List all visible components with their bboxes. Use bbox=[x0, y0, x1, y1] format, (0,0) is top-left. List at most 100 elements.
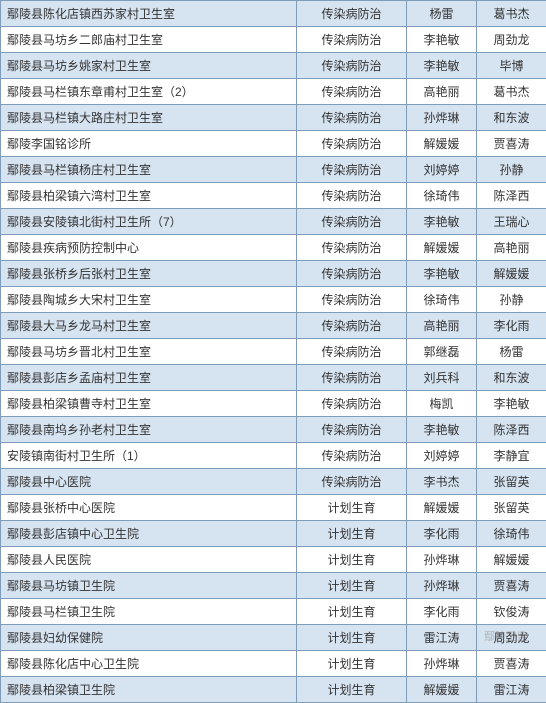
cell-facility-name: 鄢陵县柏梁镇曹寺村卫生室 bbox=[1, 391, 297, 417]
cell-person1: 李书杰 bbox=[407, 469, 477, 495]
cell-category: 传染病防治 bbox=[297, 105, 407, 131]
cell-person2: 周劲龙 bbox=[477, 625, 546, 651]
table-row: 鄢陵县南坞乡孙老村卫生室传染病防治李艳敏陈泽西 bbox=[1, 417, 546, 443]
cell-person1: 高艳丽 bbox=[407, 79, 477, 105]
cell-person2: 陈泽西 bbox=[477, 183, 546, 209]
cell-person1: 梅凯 bbox=[407, 391, 477, 417]
cell-facility-name: 鄢陵县马栏镇东章甫村卫生室（2） bbox=[1, 79, 297, 105]
cell-person2: 张留英 bbox=[477, 469, 546, 495]
cell-facility-name: 鄢陵县中心医院 bbox=[1, 469, 297, 495]
cell-person2: 李化雨 bbox=[477, 313, 546, 339]
cell-facility-name: 鄢陵县陈化店镇西苏家村卫生室 bbox=[1, 1, 297, 27]
cell-facility-name: 鄢陵县疾病预防控制中心 bbox=[1, 235, 297, 261]
cell-person1: 解媛媛 bbox=[407, 235, 477, 261]
cell-facility-name: 鄢陵县马栏镇大路庄村卫生室 bbox=[1, 105, 297, 131]
table-row: 鄢陵县陶城乡大宋村卫生室传染病防治徐琦伟孙静 bbox=[1, 287, 546, 313]
cell-person2: 李艳敏 bbox=[477, 391, 546, 417]
cell-person1: 刘婷婷 bbox=[407, 443, 477, 469]
cell-person2: 葛书杰 bbox=[477, 79, 546, 105]
cell-person2: 王瑞心 bbox=[477, 209, 546, 235]
cell-person2: 葛书杰 bbox=[477, 1, 546, 27]
cell-person1: 高艳丽 bbox=[407, 313, 477, 339]
cell-category: 传染病防治 bbox=[297, 313, 407, 339]
cell-person1: 孙烨琳 bbox=[407, 573, 477, 599]
table-row: 鄢陵县柏梁镇卫生院计划生育解媛媛雷江涛 bbox=[1, 677, 546, 703]
cell-person2: 毕博 bbox=[477, 53, 546, 79]
table-row: 鄢陵县马栏镇东章甫村卫生室（2）传染病防治高艳丽葛书杰 bbox=[1, 79, 546, 105]
cell-person2: 和东波 bbox=[477, 365, 546, 391]
cell-facility-name: 鄢陵县马栏镇卫生院 bbox=[1, 599, 297, 625]
cell-facility-name: 鄢陵县陶城乡大宋村卫生室 bbox=[1, 287, 297, 313]
cell-facility-name: 鄢陵县马坊乡姚家村卫生室 bbox=[1, 53, 297, 79]
cell-category: 传染病防治 bbox=[297, 157, 407, 183]
table-row: 鄢陵县彭店镇中心卫生院计划生育李化雨徐琦伟 bbox=[1, 521, 546, 547]
cell-facility-name: 鄢陵县妇幼保健院 bbox=[1, 625, 297, 651]
cell-person1: 李艳敏 bbox=[407, 53, 477, 79]
cell-facility-name: 鄢陵县南坞乡孙老村卫生室 bbox=[1, 417, 297, 443]
cell-person1: 李化雨 bbox=[407, 599, 477, 625]
cell-facility-name: 鄢陵县彭店乡孟庙村卫生室 bbox=[1, 365, 297, 391]
cell-person1: 李艳敏 bbox=[407, 209, 477, 235]
cell-person1: 李化雨 bbox=[407, 521, 477, 547]
cell-category: 传染病防治 bbox=[297, 183, 407, 209]
table-row: 鄢陵县安陵镇北街村卫生所（7）传染病防治李艳敏王瑞心 bbox=[1, 209, 546, 235]
cell-category: 计划生育 bbox=[297, 573, 407, 599]
cell-person2: 李静宜 bbox=[477, 443, 546, 469]
cell-category: 传染病防治 bbox=[297, 365, 407, 391]
cell-facility-name: 鄢陵县安陵镇北街村卫生所（7） bbox=[1, 209, 297, 235]
cell-category: 传染病防治 bbox=[297, 1, 407, 27]
facility-table: 鄢陵县陈化店镇西苏家村卫生室传染病防治杨雷葛书杰鄢陵县马坊乡二郎庙村卫生室传染病… bbox=[0, 0, 546, 703]
cell-facility-name: 鄢陵县柏梁镇卫生院 bbox=[1, 677, 297, 703]
cell-person2: 杨雷 bbox=[477, 339, 546, 365]
cell-category: 计划生育 bbox=[297, 651, 407, 677]
cell-facility-name: 鄢陵县马坊乡二郎庙村卫生室 bbox=[1, 27, 297, 53]
cell-category: 传染病防治 bbox=[297, 53, 407, 79]
cell-person1: 李艳敏 bbox=[407, 261, 477, 287]
cell-person2: 孙静 bbox=[477, 157, 546, 183]
cell-person1: 李艳敏 bbox=[407, 27, 477, 53]
cell-person1: 解媛媛 bbox=[407, 131, 477, 157]
cell-category: 传染病防治 bbox=[297, 131, 407, 157]
cell-person2: 周劲龙 bbox=[477, 27, 546, 53]
table-row: 鄢陵县马栏镇杨庄村卫生室传染病防治刘婷婷孙静 bbox=[1, 157, 546, 183]
cell-person1: 郭继磊 bbox=[407, 339, 477, 365]
cell-person2: 雷江涛 bbox=[477, 677, 546, 703]
cell-facility-name: 鄢陵李国铭诊所 bbox=[1, 131, 297, 157]
cell-facility-name: 鄢陵县张桥乡后张村卫生室 bbox=[1, 261, 297, 287]
table-row: 鄢陵县人民医院计划生育孙烨琳解媛媛 bbox=[1, 547, 546, 573]
table-row: 鄢陵县柏梁镇曹寺村卫生室传染病防治梅凯李艳敏 bbox=[1, 391, 546, 417]
cell-person2: 孙静 bbox=[477, 287, 546, 313]
cell-person1: 徐琦伟 bbox=[407, 287, 477, 313]
cell-person2: 贾喜涛 bbox=[477, 131, 546, 157]
cell-facility-name: 鄢陵县陈化店中心卫生院 bbox=[1, 651, 297, 677]
cell-category: 传染病防治 bbox=[297, 443, 407, 469]
cell-person2: 解媛媛 bbox=[477, 547, 546, 573]
cell-category: 计划生育 bbox=[297, 677, 407, 703]
table-row: 鄢陵县大马乡龙马村卫生室传染病防治高艳丽李化雨 bbox=[1, 313, 546, 339]
table-row: 鄢陵县陈化店镇西苏家村卫生室传染病防治杨雷葛书杰 bbox=[1, 1, 546, 27]
cell-category: 计划生育 bbox=[297, 625, 407, 651]
cell-category: 传染病防治 bbox=[297, 27, 407, 53]
cell-person2: 钦俊涛 bbox=[477, 599, 546, 625]
table-row: 鄢陵县张桥乡后张村卫生室传染病防治李艳敏解媛媛 bbox=[1, 261, 546, 287]
cell-person2: 贾喜涛 bbox=[477, 651, 546, 677]
cell-person1: 雷江涛 bbox=[407, 625, 477, 651]
cell-facility-name: 鄢陵县马坊镇卫生院 bbox=[1, 573, 297, 599]
table-row: 鄢陵县马坊镇卫生院计划生育孙烨琳贾喜涛 bbox=[1, 573, 546, 599]
cell-category: 传染病防治 bbox=[297, 287, 407, 313]
cell-person2: 徐琦伟 bbox=[477, 521, 546, 547]
cell-person2: 贾喜涛 bbox=[477, 573, 546, 599]
cell-person1: 李艳敏 bbox=[407, 417, 477, 443]
cell-person1: 孙烨琳 bbox=[407, 105, 477, 131]
cell-category: 传染病防治 bbox=[297, 79, 407, 105]
cell-category: 传染病防治 bbox=[297, 417, 407, 443]
cell-facility-name: 鄢陵县张桥中心医院 bbox=[1, 495, 297, 521]
cell-person1: 杨雷 bbox=[407, 1, 477, 27]
table-row: 鄢陵县马坊乡姚家村卫生室传染病防治李艳敏毕博 bbox=[1, 53, 546, 79]
cell-person2: 陈泽西 bbox=[477, 417, 546, 443]
cell-person1: 孙烨琳 bbox=[407, 547, 477, 573]
cell-person1: 刘兵科 bbox=[407, 365, 477, 391]
table-row: 鄢陵县张桥中心医院计划生育解媛媛张留英 bbox=[1, 495, 546, 521]
cell-category: 传染病防治 bbox=[297, 339, 407, 365]
table-row: 鄢陵县马坊乡晋北村卫生室传染病防治郭继磊杨雷 bbox=[1, 339, 546, 365]
